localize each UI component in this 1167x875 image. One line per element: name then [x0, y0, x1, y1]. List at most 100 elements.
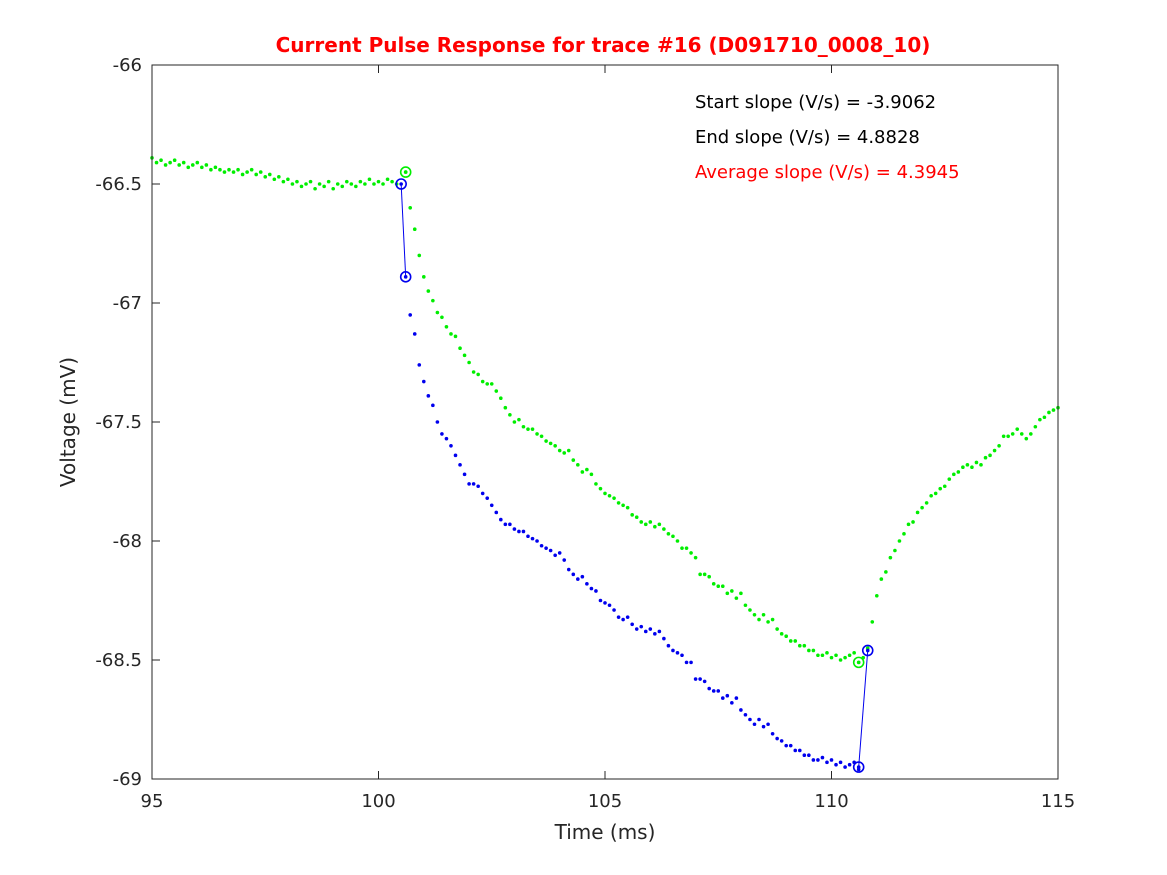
- blue-data-point: [743, 712, 748, 717]
- blue-marker-point: [865, 648, 870, 653]
- blue-data-point: [431, 403, 435, 408]
- blue-data-point: [730, 701, 734, 705]
- green-data-point: [376, 179, 381, 184]
- blue-data-point: [489, 503, 494, 508]
- green-data-point: [354, 184, 358, 189]
- green-data-point: [412, 227, 417, 232]
- green-data-point: [847, 653, 852, 658]
- blue-data-point: [639, 624, 644, 629]
- blue-data-point: [566, 567, 571, 572]
- blue-data-point: [417, 363, 422, 367]
- green-data-point: [630, 513, 634, 517]
- green-data-point: [942, 484, 947, 489]
- x-tick-label: 95: [141, 791, 164, 812]
- green-data-point: [580, 470, 585, 474]
- green-data-point: [227, 167, 231, 172]
- y-tick-label: -66: [113, 55, 142, 76]
- green-data-point: [299, 184, 304, 189]
- blue-marker-point: [399, 182, 403, 186]
- green-data-point: [988, 453, 992, 458]
- blue-data-point: [449, 444, 453, 448]
- green-data-point: [385, 177, 390, 182]
- blue-marker-point: [856, 765, 861, 769]
- slope-annotation: Average slope (V/s) = 4.3945: [695, 162, 960, 183]
- green-data-point: [249, 167, 254, 172]
- green-data-point: [911, 520, 915, 524]
- blue-data-point: [634, 627, 639, 631]
- blue-data-point: [576, 577, 580, 581]
- blue-data-point: [544, 546, 548, 550]
- blue-data-point: [807, 753, 811, 757]
- green-data-point: [231, 170, 236, 174]
- blue-data-point: [553, 553, 557, 558]
- blue-data-point: [802, 753, 807, 757]
- x-axis-label: Time (ms): [554, 820, 656, 844]
- blue-data-point: [485, 496, 490, 500]
- green-marker-circle: [399, 166, 412, 178]
- green-data-point: [888, 555, 893, 560]
- green-data-point: [893, 548, 897, 553]
- green-data-point: [200, 165, 204, 170]
- green-data-point: [639, 520, 644, 524]
- green-data-point: [186, 165, 191, 170]
- green-data-point: [417, 253, 422, 258]
- green-marker-point: [856, 660, 861, 665]
- green-data-point: [938, 486, 943, 491]
- green-data-point: [521, 424, 526, 429]
- green-data-point: [716, 584, 721, 589]
- green-data-point: [924, 501, 929, 505]
- green-data-point: [458, 346, 462, 351]
- blue-data-point: [494, 510, 499, 515]
- green-data-point: [788, 639, 793, 643]
- blue-data-point: [585, 582, 589, 586]
- green-data-point: [1033, 424, 1038, 429]
- green-data-point: [920, 505, 924, 510]
- green-data-point: [177, 163, 181, 167]
- green-data-point: [884, 570, 888, 574]
- blue-data-point: [739, 708, 743, 712]
- green-data-point: [290, 182, 295, 186]
- green-data-point: [335, 182, 340, 186]
- blue-data-point: [453, 453, 458, 458]
- green-data-point: [363, 182, 367, 186]
- green-data-point: [829, 655, 834, 660]
- blue-marker-circle: [399, 271, 412, 283]
- green-data-point: [816, 653, 820, 658]
- green-data-point: [245, 170, 249, 174]
- green-data-point: [1038, 417, 1042, 422]
- blue-data-point: [662, 636, 666, 641]
- green-data-point: [915, 510, 920, 515]
- y-tick-label: -68: [113, 531, 142, 552]
- green-data-point: [730, 589, 734, 593]
- green-data-point: [449, 332, 453, 336]
- green-data-point: [947, 477, 952, 481]
- green-data-point: [1006, 434, 1010, 439]
- blue-data-point: [684, 660, 689, 665]
- green-data-point: [485, 382, 490, 386]
- blue-data-point: [476, 484, 480, 489]
- green-data-point: [752, 612, 757, 617]
- green-data-point: [512, 420, 517, 424]
- green-data-point: [662, 527, 666, 531]
- blue-data-point: [435, 420, 440, 424]
- green-data-point: [340, 184, 345, 189]
- green-data-point: [304, 182, 308, 186]
- blue-data-point: [834, 762, 838, 767]
- blue-data-point: [535, 539, 539, 543]
- green-data-point: [204, 163, 209, 167]
- blue-data-point: [702, 679, 707, 684]
- green-data-point: [557, 448, 562, 453]
- green-data-point: [983, 455, 988, 460]
- green-data-point: [503, 405, 508, 410]
- blue-data-point: [784, 743, 788, 748]
- blue-data-point: [825, 760, 829, 765]
- green-data-point: [267, 172, 272, 177]
- green-data-point: [693, 555, 698, 560]
- green-data-point: [326, 179, 331, 184]
- green-data-point: [671, 534, 675, 539]
- blue-data-point: [462, 472, 467, 477]
- green-data-point: [739, 591, 743, 596]
- blue-data-point: [766, 722, 770, 727]
- blue-data-point: [671, 648, 675, 653]
- blue-data-point: [811, 758, 816, 762]
